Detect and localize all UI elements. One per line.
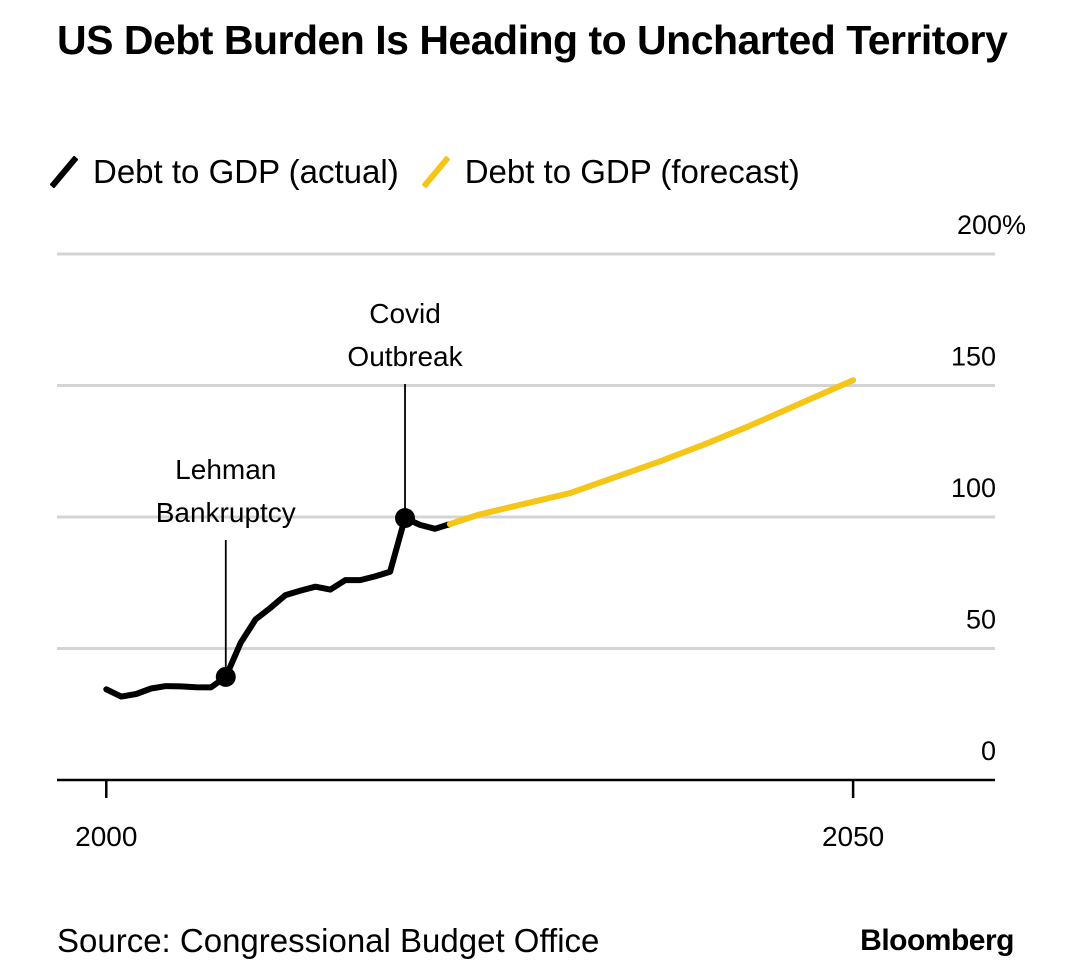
annotation-label-1-line-0: Covid [369, 298, 441, 329]
annotation-marker-1 [395, 508, 416, 529]
annotation-label-0-line-1: Bankruptcy [156, 497, 296, 528]
annotation-label-1-line-1: Outbreak [347, 341, 463, 372]
legend-item-forecast: Debt to GDP (forecast) [429, 153, 800, 191]
source-note: Source: Congressional Budget Office [57, 922, 600, 959]
y-tick-label-50: 50 [966, 605, 996, 635]
series-line-forecast [446, 377, 857, 528]
legend-item-actual: Debt to GDP (actual) [57, 153, 399, 191]
y-tick-label-100: 100 [951, 473, 996, 503]
x-tick-label-2050: 2050 [822, 821, 884, 852]
x-tick-label-2000: 2000 [75, 821, 137, 852]
y-tick-label-150: 150 [951, 342, 996, 372]
series-line-actual [103, 515, 453, 700]
y-tick-label-200: 200% [957, 210, 1026, 240]
y-tick-label-0: 0 [981, 736, 996, 766]
legend-label-forecast: Debt to GDP (forecast) [464, 153, 800, 190]
annotation-label-0-line-0: Lehman [175, 454, 276, 485]
legend-label-actual: Debt to GDP (actual) [93, 153, 399, 190]
legend: Debt to GDP (actual) Debt to GDP (foreca… [57, 150, 830, 194]
bloomberg-logo: Bloomberg [860, 924, 1014, 957]
annotation-marker-0 [215, 666, 236, 687]
chart-title: US Debt Burden Is Heading to Uncharted T… [57, 17, 1008, 63]
